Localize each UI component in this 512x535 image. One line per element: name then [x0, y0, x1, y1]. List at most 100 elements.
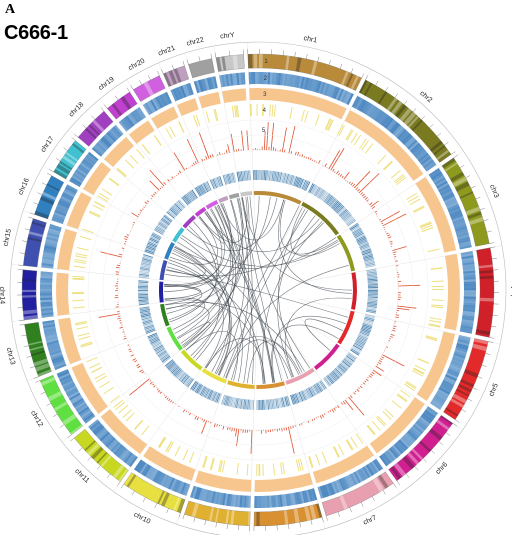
track2-bin-chr6: [382, 452, 392, 464]
track4-mark-chr1: [249, 104, 252, 117]
track2-bin-chr6: [390, 446, 401, 457]
inner-bin-chr2: [341, 212, 350, 220]
track2-bin-chr10: [162, 475, 170, 487]
inner-bin-chr1: [288, 174, 292, 185]
track5-bar-chr7: [337, 405, 340, 408]
track2-bin-chr2: [390, 123, 401, 134]
track2-bin-chrY: [225, 74, 230, 87]
track4-mark-chr9: [219, 460, 223, 473]
track2-bin-chr14: [41, 314, 54, 318]
track2-bin-chr2: [395, 127, 406, 138]
inner-bin-chr3: [349, 222, 359, 230]
inner-bin-chr18: [173, 204, 182, 213]
cytoband-chr13: [37, 369, 52, 377]
inner-bin-chr10: [192, 382, 199, 392]
track2-bin-chr6: [398, 439, 409, 450]
track2-bin-chr7: [372, 459, 382, 472]
track2-bin-chr5: [436, 390, 449, 399]
inner-bin-chrY: [246, 170, 249, 181]
cytoband-chr11: [112, 465, 125, 479]
inner-bin-chr19: [182, 196, 190, 205]
track5-bar-chr4: [395, 316, 399, 319]
track5-bar-chr7: [307, 420, 309, 423]
tick-mark: [491, 258, 497, 260]
tick-mark: [325, 515, 328, 521]
inner-bin-chr14: [138, 303, 149, 306]
track2-bin-chr5: [455, 344, 469, 351]
sector-divider: [247, 42, 257, 251]
track2-bin-chr5: [441, 381, 454, 389]
inner-ideogram-chr8: [256, 381, 285, 389]
inner-bin-chr11: [182, 375, 190, 385]
track4-mark-chr5: [411, 370, 424, 377]
inner-bin-chr19: [189, 191, 196, 200]
cytoband-chr11: [118, 468, 129, 482]
tick-mark: [489, 242, 495, 244]
cytoband-chr3: [469, 217, 484, 225]
track2-bin-chr7: [346, 475, 354, 488]
track2-bin-chr2: [415, 149, 426, 159]
track4-mark-chrY: [231, 105, 235, 118]
cytoband-chr11: [90, 446, 104, 460]
track2-bin-chr7: [342, 477, 350, 489]
track4-mark-chr4: [431, 280, 444, 283]
track2-bin-chr1: [261, 72, 264, 85]
track5-bar-chr7: [299, 423, 301, 426]
cytoband-chr11: [100, 455, 112, 468]
track2-bin-chr5: [458, 336, 471, 342]
track2-bin-chr22: [195, 80, 202, 93]
inner-bin-chr3: [350, 225, 360, 232]
track4-mark-chr9: [221, 460, 226, 473]
inner-bin-chr17: [157, 223, 167, 230]
track2-bin-chr8: [295, 492, 301, 505]
track2-bin-chr5: [447, 368, 460, 376]
ideogram-chr20: [133, 75, 166, 102]
tick-mark: [337, 511, 340, 517]
track2-bin-chr17: [82, 158, 94, 168]
track2-bin-chr2: [425, 163, 437, 172]
inner-bin-chr12: [153, 344, 163, 351]
track2-bin-chr17: [73, 171, 86, 180]
track2-bin-chr11: [122, 451, 132, 462]
track2-bin-chr3: [437, 182, 449, 191]
track2-bin-chr1: [310, 79, 316, 92]
tick-mark: [451, 151, 456, 155]
inner-bin-chr20: [202, 182, 209, 193]
track5-bar-chr5: [392, 327, 396, 330]
track2-bin-chr15: [42, 254, 55, 259]
inner-bin-chr8: [285, 396, 290, 407]
track3-chr3: [415, 176, 457, 253]
track2-bin-chr19: [134, 109, 143, 121]
tick-mark: [52, 413, 58, 417]
inner-bin-chr13: [141, 316, 152, 321]
track4-mark-chr15: [79, 235, 92, 241]
track2-bin-chr10: [180, 482, 187, 495]
link-arc: [241, 197, 353, 291]
track2-bin-chr6: [401, 436, 412, 447]
track5-bar-chr9: [233, 427, 235, 432]
track4-mark-chr14: [72, 278, 85, 281]
track2-bin-chr5: [454, 350, 467, 357]
inner-bin-chr15: [139, 269, 150, 273]
inner-bin-chr12: [162, 356, 172, 364]
ideogram-chr14: [21, 269, 38, 321]
track2-bin-chr15: [41, 260, 54, 265]
chr-label-chr15: chr15: [3, 228, 13, 247]
tick-mark: [465, 175, 471, 179]
cytoband-chr18: [92, 119, 105, 132]
cytoband-chr1: [350, 75, 359, 90]
inner-bin-chr3: [362, 252, 373, 257]
track4-mark-chr5: [412, 368, 425, 375]
tick-mark: [467, 398, 473, 402]
track2-bin-chr15: [46, 234, 59, 240]
cytoband-chr11: [84, 440, 96, 452]
tick-mark: [74, 133, 79, 138]
track2-bin-chr3: [448, 205, 460, 213]
inner-bin-chr19: [190, 190, 197, 200]
track-number-3: 3: [263, 92, 267, 98]
track2-bin-chr12: [76, 404, 89, 414]
track2-bin-chr3: [456, 230, 469, 236]
track2-bin-chr2: [355, 97, 364, 110]
track5-bar-chr11: [156, 388, 159, 391]
inner-bin-chr22: [231, 172, 235, 183]
